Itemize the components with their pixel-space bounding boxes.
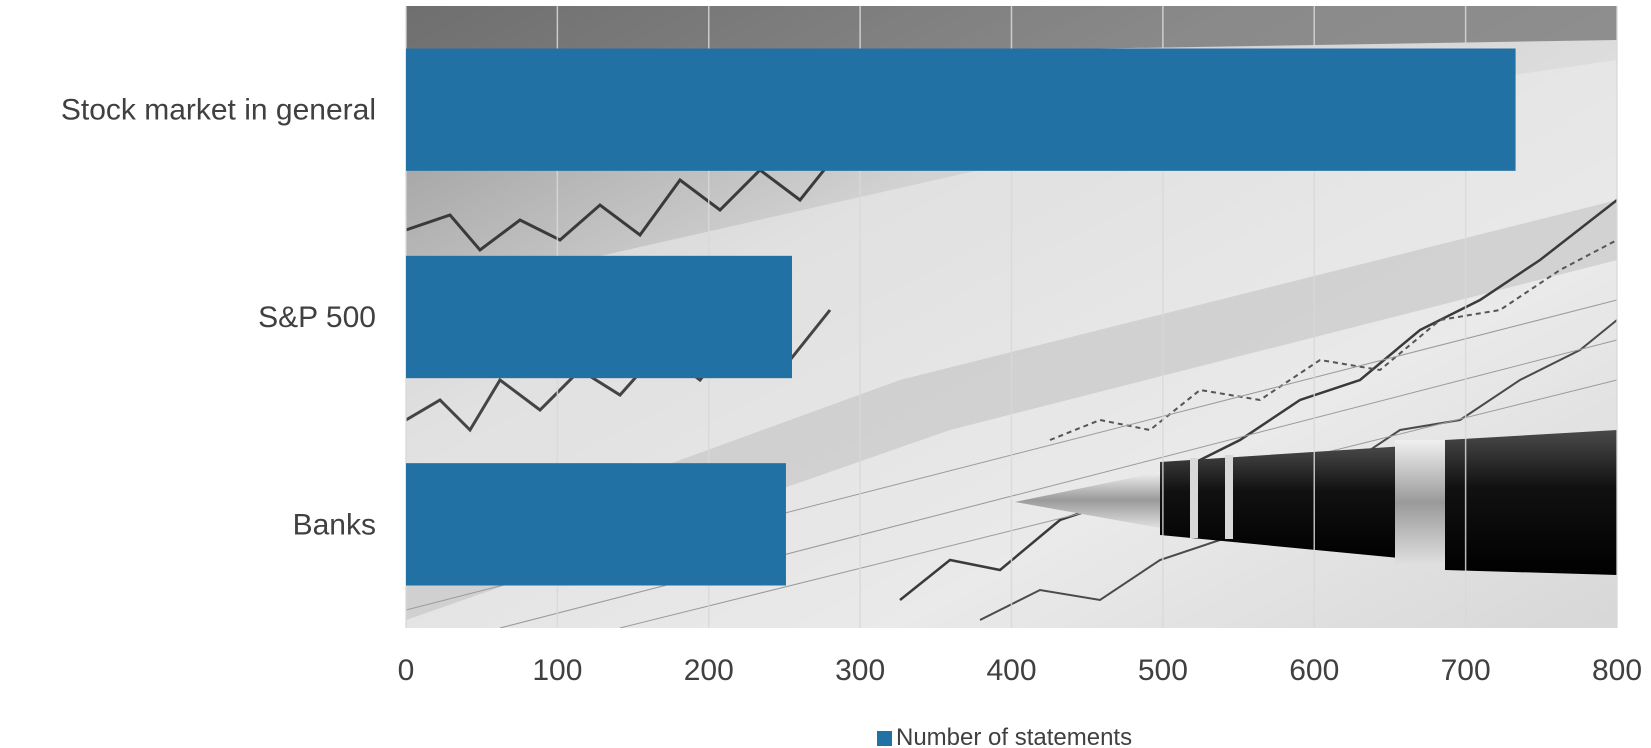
x-axis-tick-labels: 0 100 200 300 400 500 600 700 800	[398, 654, 1642, 687]
x-tick-label-500: 500	[1138, 654, 1188, 687]
category-label-2: Banks	[293, 508, 376, 541]
bar-0	[406, 48, 1516, 171]
legend: Number of statements	[877, 724, 1132, 748]
x-tick-label-300: 300	[835, 654, 885, 687]
legend-swatch	[877, 731, 892, 746]
category-label-1: S&P 500	[258, 301, 376, 334]
x-tick-label-0: 0	[398, 654, 415, 687]
x-tick-label-600: 600	[1289, 654, 1339, 687]
bar-1	[406, 255, 793, 379]
category-label-0: Stock market in general	[61, 94, 376, 127]
bar-2	[406, 463, 786, 586]
x-tick-label-400: 400	[986, 654, 1036, 687]
y-axis-category-labels: Stock market in general S&P 500 Banks	[61, 94, 376, 542]
x-tick-label-800: 800	[1592, 654, 1642, 687]
x-tick-label-100: 100	[532, 654, 582, 687]
x-tick-label-200: 200	[684, 654, 734, 687]
bars	[406, 48, 1516, 586]
legend-label: Number of statements	[896, 724, 1132, 748]
x-tick-label-700: 700	[1441, 654, 1491, 687]
